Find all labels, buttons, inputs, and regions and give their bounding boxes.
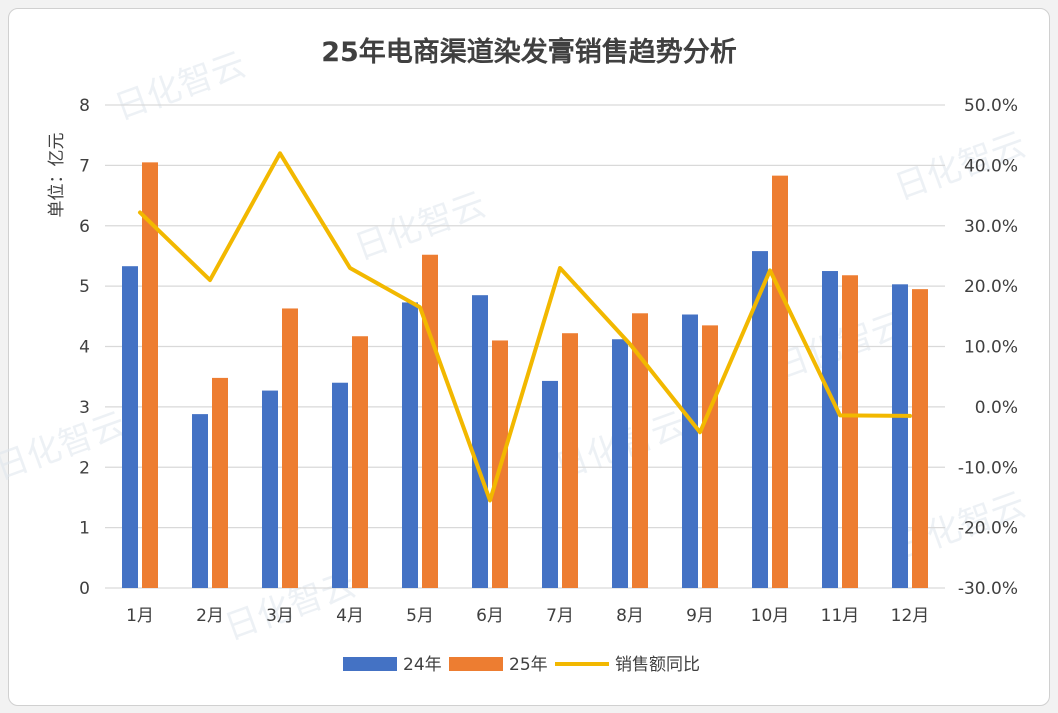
x-tick-label: 9月 <box>686 606 714 626</box>
bar-24-10 <box>752 251 768 589</box>
x-tick-label: 11月 <box>821 606 860 626</box>
bar-24-9 <box>682 314 698 588</box>
y2-tick-label: 0.0% <box>975 398 1018 418</box>
bar-24-2 <box>192 414 208 588</box>
y-tick-label: 1 <box>79 519 90 539</box>
x-tick-label: 5月 <box>406 606 434 626</box>
bar-24-1 <box>122 266 138 588</box>
bar-25-10 <box>772 175 788 589</box>
y-tick-label: 2 <box>79 458 90 478</box>
y-tick-label: 7 <box>79 156 90 176</box>
bars <box>122 162 928 589</box>
chart-title: 25年电商渠道染发膏销售趋势分析 <box>321 36 737 68</box>
x-tick-label: 12月 <box>891 606 930 626</box>
y-tick-label: 5 <box>79 277 90 297</box>
y-tick-label: 8 <box>79 96 90 116</box>
bar-25-3 <box>282 308 298 588</box>
yoy-line <box>138 151 912 503</box>
y-tick-label: 0 <box>79 579 90 599</box>
x-tick-label: 7月 <box>546 606 574 626</box>
bar-24-7 <box>542 380 558 588</box>
y2-tick-label: 20.0% <box>964 277 1018 297</box>
watermark-text: 日化智云 <box>0 404 131 488</box>
bar-25-12 <box>912 289 928 588</box>
x-tick-label: 1月 <box>126 606 154 626</box>
watermark-text: 日化智云 <box>109 44 250 128</box>
bar-24-8 <box>612 339 628 588</box>
y2-tick-label: 40.0% <box>964 156 1018 176</box>
legend-label-3: 销售额同比 <box>615 655 700 675</box>
y2-tick-label: 30.0% <box>964 217 1018 237</box>
legend-label-1: 24年 <box>403 655 442 675</box>
bar-25-4 <box>352 336 368 588</box>
legend-swatch-2 <box>449 657 503 671</box>
bar-25-5 <box>422 254 438 589</box>
legend-label-2: 25年 <box>509 655 548 675</box>
x-tick-label: 4月 <box>336 606 364 626</box>
watermark-text: 日化智云 <box>349 184 490 268</box>
y2-tick-label: -30.0% <box>958 579 1018 599</box>
legend-swatch-1 <box>343 657 397 671</box>
y-tick-label: 6 <box>79 217 90 237</box>
bar-24-3 <box>262 390 278 588</box>
yoy-series-line <box>138 151 912 503</box>
y2-axis-ticks: -30.0% -20.0% -10.0% 0.0% 10.0% 20.0% 30.0% 40.… <box>958 96 1018 599</box>
y-tick-label: 4 <box>79 338 90 358</box>
y2-tick-label: 50.0% <box>964 96 1018 116</box>
gridlines <box>105 104 945 589</box>
y-axis-ticks: 0 1 2 3 4 5 6 7 8 <box>79 96 90 599</box>
bar-24-11 <box>822 271 838 588</box>
bar-24-12 <box>892 284 908 588</box>
bar-25-8 <box>632 313 648 588</box>
bar-24-4 <box>332 382 348 588</box>
bar-25-9 <box>702 325 718 588</box>
bar-25-11 <box>842 275 858 588</box>
y-axis-label: 单位：亿元 <box>47 133 67 218</box>
y2-tick-label: 10.0% <box>964 338 1018 358</box>
bar-24-6 <box>472 295 488 588</box>
bar-25-2 <box>212 377 228 588</box>
bar-25-1 <box>142 162 158 588</box>
y2-tick-label: -10.0% <box>958 458 1018 478</box>
x-axis-ticks: 1月 2月 3月 4月 5月 6月 7月 8月 9月 10月 11月 12月 <box>126 606 929 626</box>
x-tick-label: 3月 <box>266 606 294 626</box>
x-tick-label: 8月 <box>616 606 644 626</box>
y-tick-label: 3 <box>79 398 90 418</box>
bar-24-5 <box>402 302 418 588</box>
legend: 24年 25年 销售额同比 <box>343 655 700 675</box>
y2-tick-label: -20.0% <box>958 519 1018 539</box>
x-tick-label: 2月 <box>196 606 224 626</box>
bar-25-7 <box>562 333 578 588</box>
x-tick-label: 10月 <box>751 606 790 626</box>
x-tick-label: 6月 <box>476 606 504 626</box>
chart-frame <box>8 8 1050 706</box>
